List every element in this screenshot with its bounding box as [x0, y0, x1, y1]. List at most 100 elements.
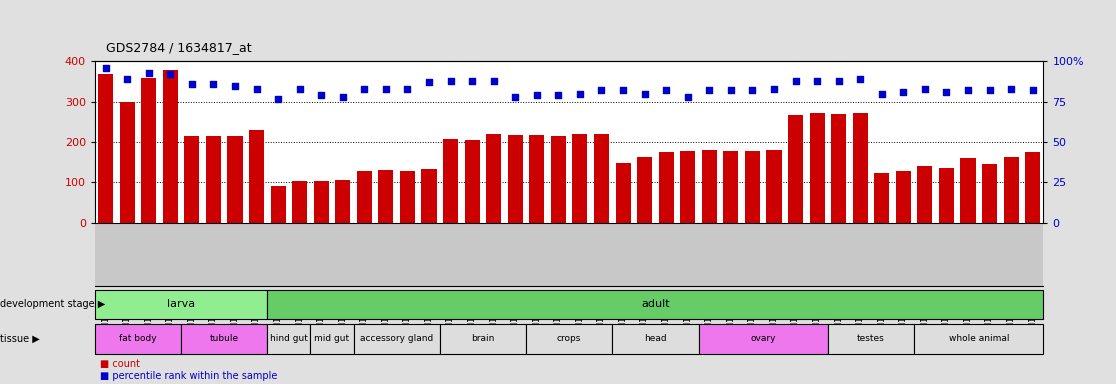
Bar [594, 134, 609, 223]
Bar [853, 113, 868, 223]
Text: development stage ▶: development stage ▶ [0, 299, 105, 310]
Text: ovary: ovary [750, 334, 776, 343]
Text: tubule: tubule [210, 334, 239, 343]
Point [97, 65, 115, 71]
Text: mid gut: mid gut [315, 334, 349, 343]
Text: larva: larva [167, 299, 195, 310]
Point [787, 78, 805, 84]
Point [183, 81, 201, 87]
Bar [1026, 152, 1040, 223]
Bar [658, 152, 674, 223]
Text: testes: testes [857, 334, 885, 343]
Bar [702, 150, 716, 223]
Point [571, 91, 589, 97]
Point [873, 91, 891, 97]
Point [227, 83, 244, 89]
Point [701, 88, 719, 94]
Point [1023, 88, 1041, 94]
Bar [917, 166, 933, 223]
Point [766, 86, 783, 92]
Bar [440, 324, 526, 354]
Bar [1003, 157, 1019, 223]
Bar [357, 171, 372, 223]
Point [291, 86, 309, 92]
Bar [828, 324, 914, 354]
Text: tissue ▶: tissue ▶ [0, 334, 40, 344]
Point [528, 92, 546, 98]
Text: fat body: fat body [119, 334, 156, 343]
Text: brain: brain [471, 334, 494, 343]
Point [916, 86, 934, 92]
Point [204, 81, 222, 87]
Bar [268, 324, 310, 354]
Bar [508, 135, 522, 223]
Bar [961, 158, 975, 223]
Text: hind gut: hind gut [270, 334, 308, 343]
Text: ■ count: ■ count [100, 359, 141, 369]
Bar [400, 171, 415, 223]
Bar [613, 324, 699, 354]
Point [507, 94, 525, 100]
Point [484, 78, 502, 84]
Bar [335, 180, 350, 223]
Bar [464, 140, 480, 223]
Point [140, 70, 157, 76]
Point [118, 76, 136, 82]
Point [981, 88, 999, 94]
Bar [914, 324, 1043, 354]
Bar [142, 78, 156, 223]
Bar [939, 168, 954, 223]
Point [636, 91, 654, 97]
Text: crops: crops [557, 334, 581, 343]
Bar [314, 181, 329, 223]
Point [269, 96, 287, 102]
Point [334, 94, 352, 100]
Bar [744, 151, 760, 223]
Bar [95, 290, 268, 319]
Point [377, 86, 395, 92]
Text: head: head [644, 334, 666, 343]
Bar [982, 164, 997, 223]
Point [398, 86, 416, 92]
Bar [378, 170, 394, 223]
Bar [422, 169, 436, 223]
Bar [809, 113, 825, 223]
Bar [788, 115, 804, 223]
Bar [310, 324, 354, 354]
Bar [270, 186, 286, 223]
Bar [767, 150, 781, 223]
Point [679, 94, 696, 100]
Point [593, 88, 610, 94]
Bar [831, 114, 846, 223]
Point [894, 89, 912, 95]
Text: whole animal: whole animal [949, 334, 1009, 343]
Point [442, 78, 460, 84]
Point [743, 88, 761, 94]
Bar [249, 130, 264, 223]
Point [657, 88, 675, 94]
Bar [616, 164, 631, 223]
Point [829, 78, 847, 84]
Point [248, 86, 266, 92]
Bar [163, 70, 177, 223]
Bar [98, 73, 113, 223]
Bar [268, 290, 1043, 319]
Text: ■ percentile rank within the sample: ■ percentile rank within the sample [100, 371, 278, 381]
Bar [95, 324, 181, 354]
Point [355, 86, 373, 92]
Point [808, 78, 826, 84]
Bar [637, 157, 652, 223]
Bar [526, 324, 613, 354]
Bar [184, 136, 200, 223]
Point [959, 88, 976, 94]
Bar [354, 324, 440, 354]
Bar [896, 171, 911, 223]
Bar [529, 135, 545, 223]
Point [614, 88, 632, 94]
Bar [487, 134, 501, 223]
Text: adult: adult [641, 299, 670, 310]
Bar [573, 134, 587, 223]
Point [312, 92, 330, 98]
Bar [292, 181, 307, 223]
Point [420, 79, 437, 86]
